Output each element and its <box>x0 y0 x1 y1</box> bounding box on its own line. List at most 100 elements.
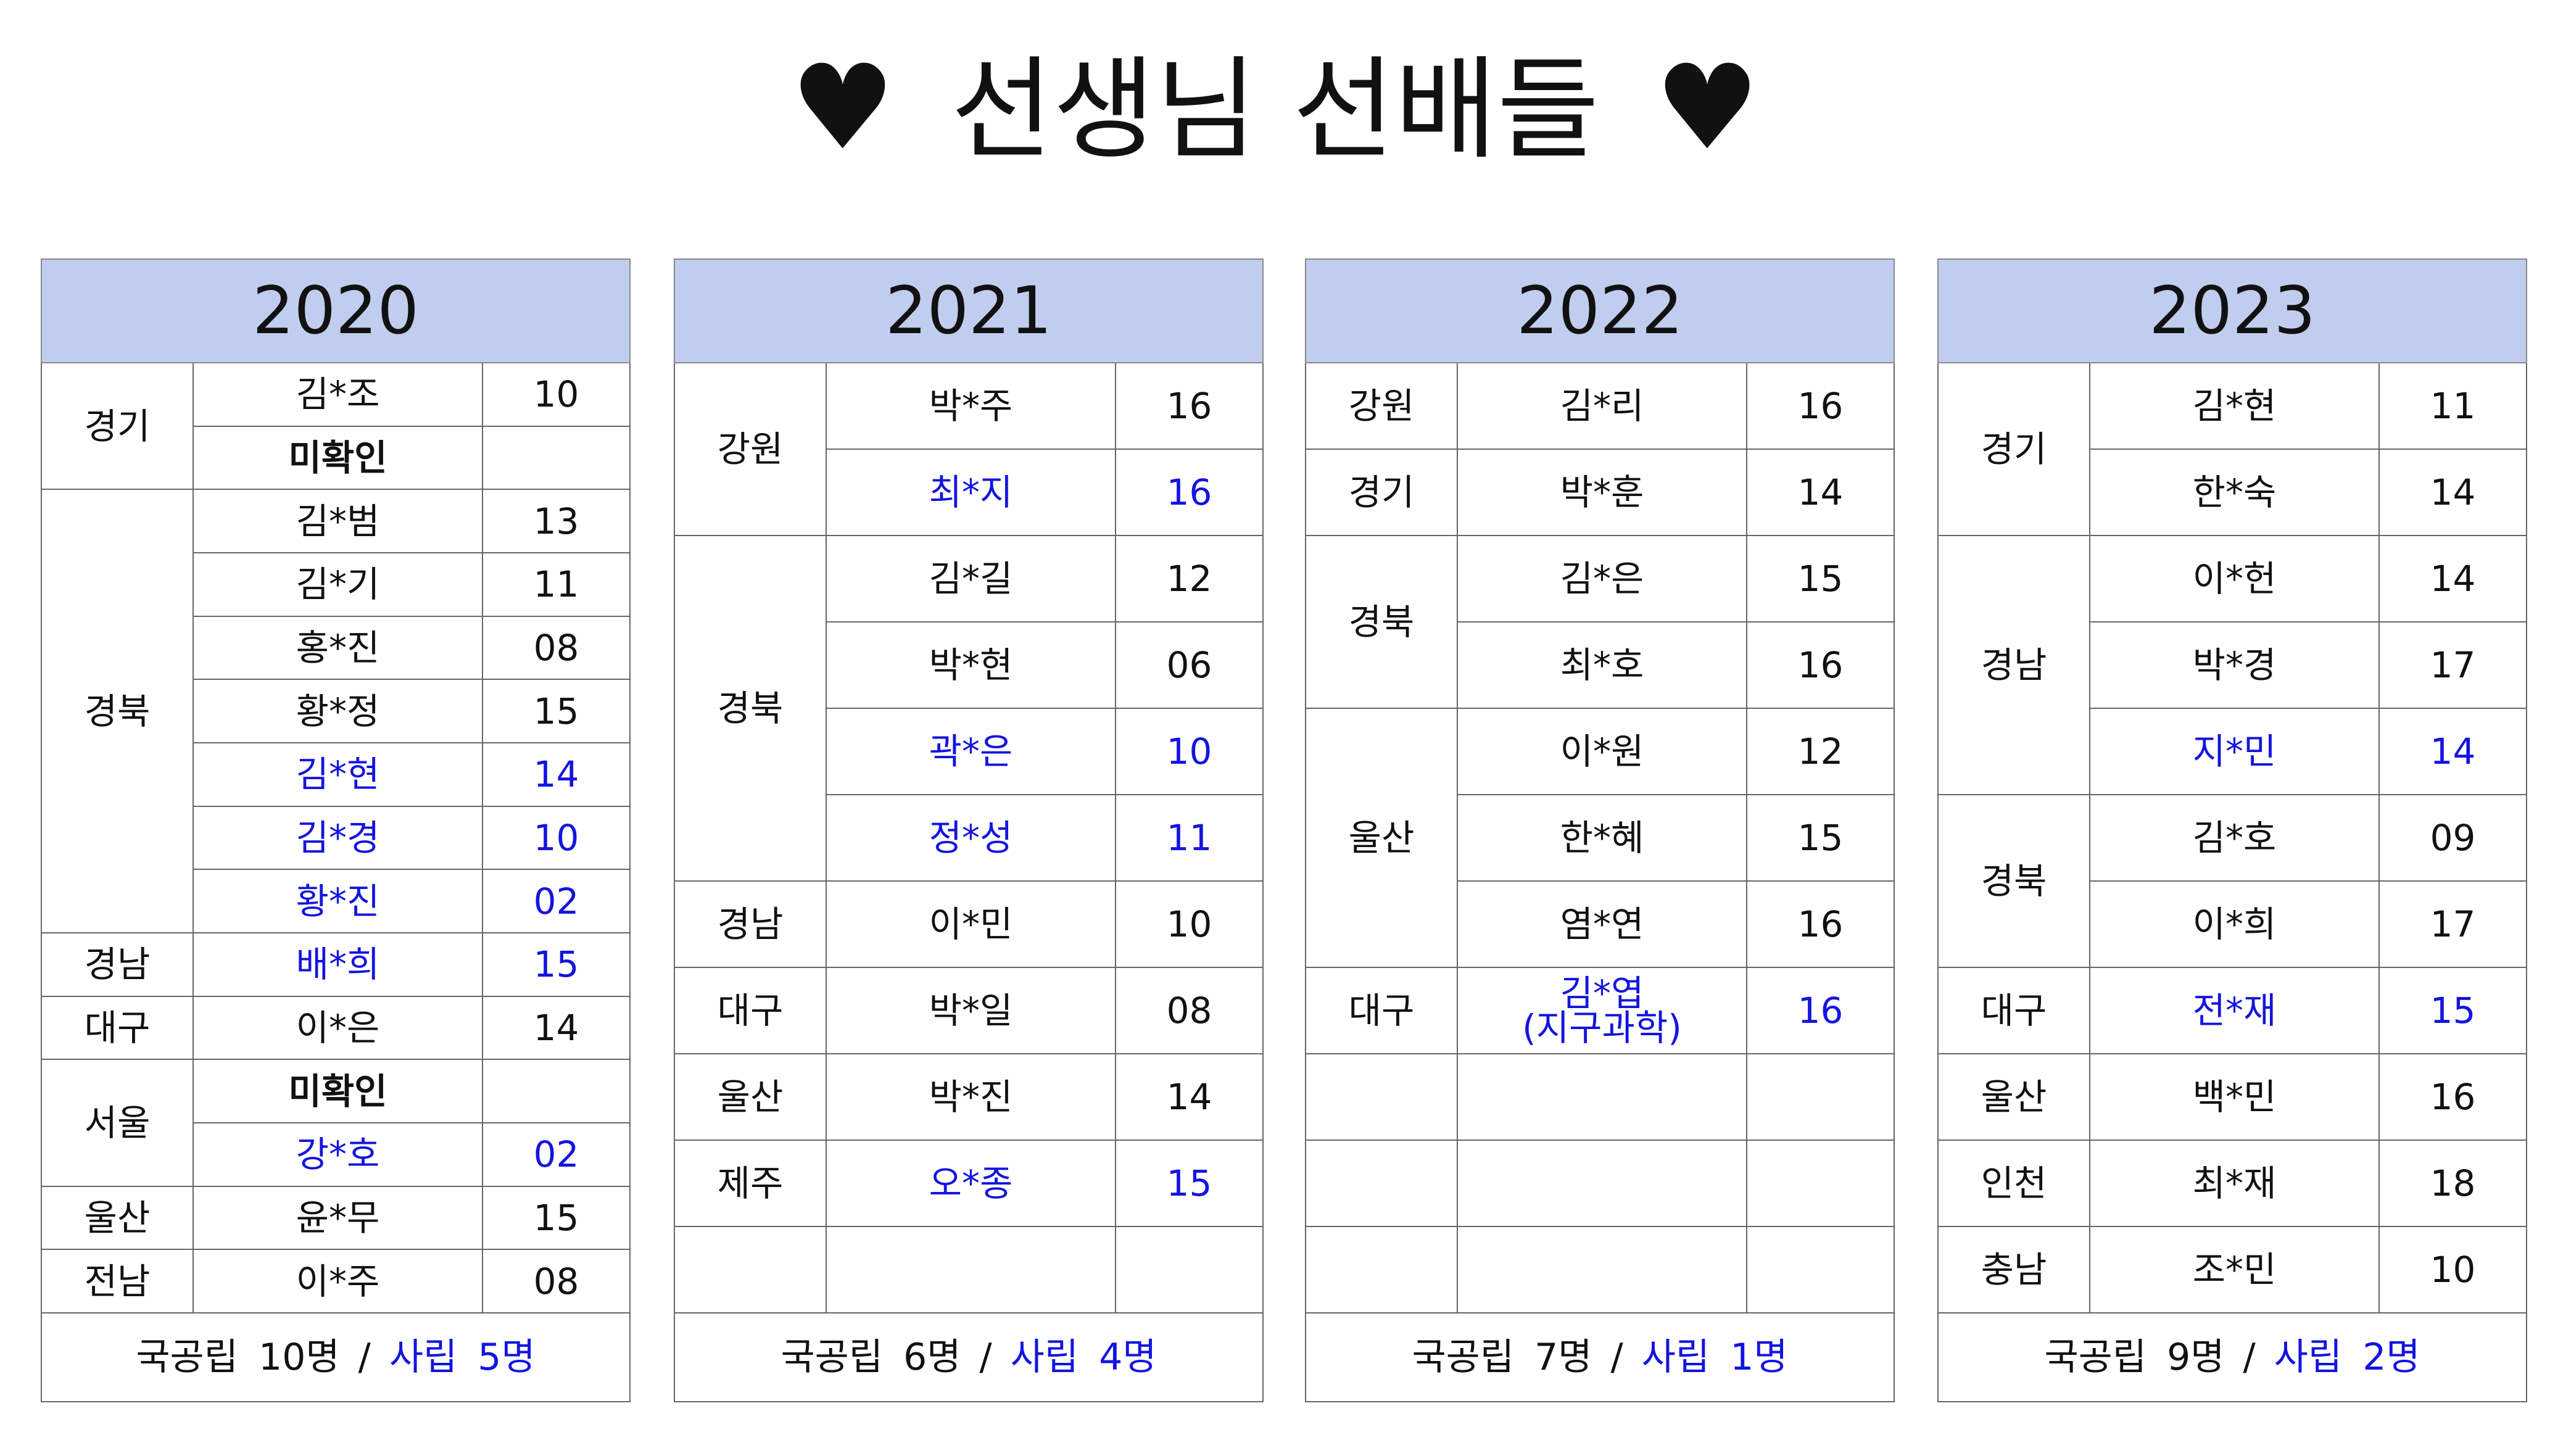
name-cell: 한*혜 <box>1457 794 1747 882</box>
region-cell: 강원 <box>674 362 827 536</box>
region-cell: 충남 <box>1937 1226 2090 1313</box>
number-cell: 06 <box>1114 621 1264 709</box>
region-cell: 경기 <box>1937 362 2090 536</box>
number-cell: 10 <box>1114 880 1264 968</box>
region-cell: 전남 <box>41 1249 194 1313</box>
number-cell: 12 <box>1114 535 1264 623</box>
private-count: 사립 5명 <box>389 1335 536 1379</box>
empty-cell <box>1457 1140 1747 1227</box>
table-row: 서울 미확인 <box>41 1059 631 1187</box>
name-cell: 염*연 <box>1457 880 1747 968</box>
empty-cell <box>1305 1226 1458 1313</box>
number-cell: 17 <box>2378 621 2528 709</box>
empty-cell <box>1457 1226 1747 1313</box>
empty-cell <box>1457 1053 1747 1141</box>
number-cell: 15 <box>2378 967 2528 1054</box>
number-cell: 09 <box>2378 794 2528 882</box>
table-row: 전남 이*주 08 <box>41 1249 631 1313</box>
summary-footer: 국공립 9명 / 사립 2명 <box>1937 1312 2528 1402</box>
table-row: 울산 백*민 16 <box>1937 1053 2528 1141</box>
region-cell: 경남 <box>1937 535 2090 795</box>
heart-icon: ♥ <box>1654 39 1760 176</box>
private-count: 사립 4명 <box>1010 1336 1157 1379</box>
subject-note: (지구과학) <box>1522 1007 1682 1049</box>
name-cell: 김*현 <box>192 742 483 807</box>
table-row: 경북 김*길 12 <box>674 535 1264 882</box>
table-row: 박*현 06 <box>674 621 1264 709</box>
region-cell: 울산 <box>1305 708 1458 968</box>
name-cell: 박*훈 <box>1457 449 1747 536</box>
private-count: 사립 1명 <box>1641 1336 1788 1379</box>
number-cell: 02 <box>481 869 631 933</box>
table-row: 곽*은 10 <box>674 708 1264 795</box>
number-cell: 16 <box>2378 1053 2528 1141</box>
table-row: 경남 이*헌 14 <box>1937 535 2528 795</box>
number-cell: 16 <box>1114 362 1264 450</box>
number-cell: 11 <box>2378 362 2528 450</box>
number-cell: 16 <box>1745 621 1895 709</box>
table-row: 대구 전*재 15 <box>1937 967 2528 1054</box>
number-cell: 10 <box>481 362 631 427</box>
number-cell: 10 <box>1114 708 1264 795</box>
name-cell: 김*조 <box>192 362 483 427</box>
year-table-2021: 2021 강원 박*주 16 최*지 16 경북 김*길 12 박*현 06 곽*은 10 정*성 11 경남… <box>673 259 1264 1402</box>
heart-icon: ♥ <box>790 39 896 176</box>
table-row: 울산 이*원 12 <box>1305 708 1895 968</box>
summary-footer: 국공립 10명 / 사립 5명 <box>40 1312 631 1402</box>
number-cell: 17 <box>2378 880 2528 968</box>
public-count: 국공립 9명 <box>2044 1336 2225 1379</box>
name-cell: 이*은 <box>192 995 483 1061</box>
name-cell: 박*진 <box>826 1053 1116 1141</box>
region-cell: 경남 <box>674 880 827 968</box>
table-row: 경북 김*은 15 <box>1305 535 1895 709</box>
number-cell: 13 <box>481 489 631 553</box>
name-cell: 최*호 <box>1457 621 1747 709</box>
number-cell: 02 <box>481 1122 631 1187</box>
year-header: 2020 <box>40 259 631 363</box>
number-cell: 15 <box>481 679 631 743</box>
table-row: 인천 최*재 18 <box>1937 1140 2528 1227</box>
region-cell: 울산 <box>41 1185 194 1251</box>
region-cell: 울산 <box>1937 1053 2090 1141</box>
name-cell: 김*리 <box>1457 362 1747 450</box>
number-cell <box>481 1059 631 1123</box>
table-row: 이*희 17 <box>1938 880 2528 968</box>
table-row: 충남 조*민 10 <box>1937 1226 2528 1313</box>
private-count: 사립 2명 <box>2274 1336 2420 1379</box>
region-cell: 경북 <box>674 535 827 882</box>
region-cell: 경북 <box>1305 535 1458 709</box>
empty-row <box>1305 1053 1895 1141</box>
name-cell: 정*성 <box>826 794 1116 882</box>
name-cell: 전*재 <box>2089 967 2380 1054</box>
name-cell: 윤*무 <box>192 1185 483 1251</box>
table-row: 경기 김*현 11 <box>1937 362 2528 536</box>
table-row: 황*진 02 <box>41 869 631 933</box>
number-cell: 10 <box>2378 1226 2528 1313</box>
table-row: 제주 오*종 15 <box>674 1140 1264 1227</box>
page-title-text: 선생님 선배들 <box>951 46 1599 175</box>
name-cell: 김*현 <box>2089 362 2380 450</box>
number-cell: 15 <box>1745 535 1895 623</box>
year-table-2022: 2022 강원 김*리 16 경기 박*훈 14 경북 김*은 15 최*호 16 울산 이*원 12 한*혜… <box>1304 259 1895 1402</box>
year-header: 2023 <box>1937 259 2528 363</box>
name-cell: 이*헌 <box>2089 535 2380 623</box>
region-cell: 대구 <box>1937 967 2090 1054</box>
number-cell: 08 <box>481 1249 631 1313</box>
empty-cell <box>1745 1053 1895 1141</box>
region-cell: 대구 <box>1305 967 1458 1054</box>
table-row: 김*기 11 <box>41 552 631 617</box>
separator: / <box>979 1336 992 1379</box>
number-cell: 10 <box>481 805 631 871</box>
table-row: 염*연 16 <box>1306 880 1895 968</box>
separator: / <box>358 1335 371 1379</box>
table-row: 대구 이*은 14 <box>41 995 631 1061</box>
number-cell: 14 <box>1745 449 1895 536</box>
name-cell: 김*은 <box>1457 535 1747 623</box>
empty-cell <box>1745 1226 1895 1313</box>
name-cell: 최*재 <box>2089 1140 2380 1227</box>
table-row: 울산 박*진 14 <box>674 1053 1264 1141</box>
number-cell: 15 <box>1114 1140 1264 1227</box>
empty-row <box>1305 1226 1895 1313</box>
region-cell: 경북 <box>1937 794 2090 968</box>
number-cell: 14 <box>1114 1053 1264 1141</box>
